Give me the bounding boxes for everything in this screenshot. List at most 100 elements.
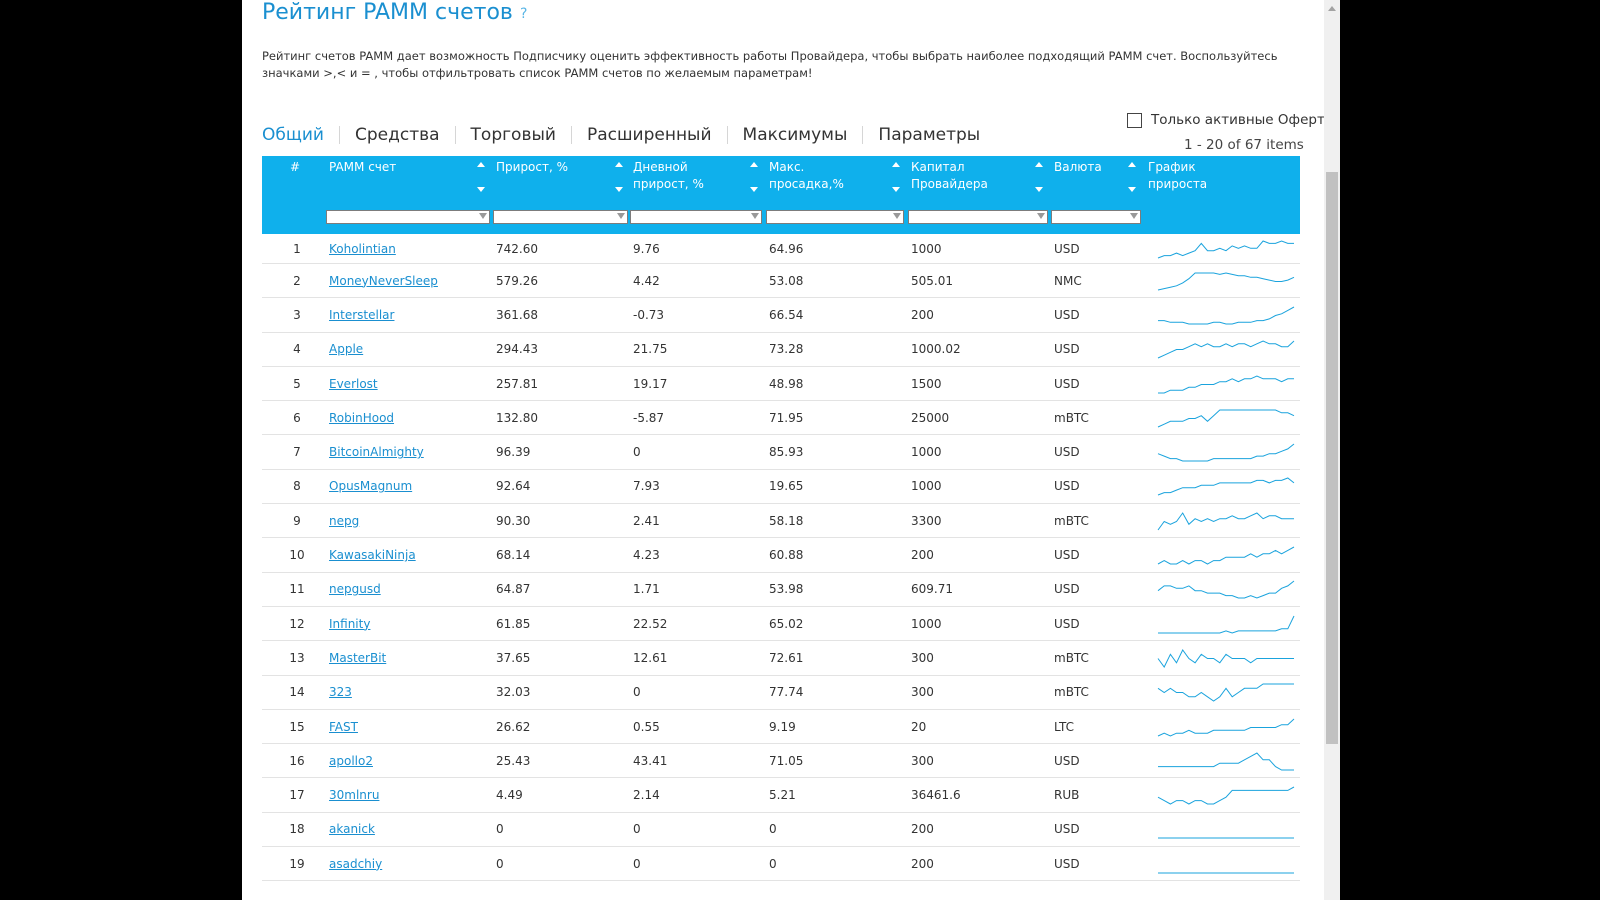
provider-capital-value: 200 (911, 856, 934, 871)
currency-value: mBTC (1054, 685, 1089, 700)
tab-extended[interactable]: Расширенный (570, 126, 727, 144)
account-link[interactable]: MasterBit (329, 650, 387, 665)
max-drawdown-value: 73.28 (769, 342, 804, 357)
account-link[interactable]: nepg (329, 513, 360, 528)
table-row: 15 FAST 26.62 0.55 9.19 20 LTC (262, 710, 1300, 745)
tab-funds[interactable]: Средства (338, 126, 455, 144)
sparkline-series (1157, 340, 1295, 359)
filter-icon[interactable] (479, 213, 487, 219)
filter-currency-input[interactable] (1051, 210, 1141, 224)
col-header-capital-label-1: Капитал (911, 160, 965, 174)
growth-sparkline (1157, 511, 1294, 531)
sort-asc-icon[interactable] (750, 162, 758, 167)
daily-growth-value: 12.61 (633, 650, 668, 665)
sort-desc-icon[interactable] (1128, 187, 1136, 192)
rating-tabs: Общий Средства Торговый Расширенный Макс… (262, 126, 995, 144)
growth-sparkline (1157, 239, 1294, 258)
max-drawdown-value: 5.21 (769, 788, 796, 803)
sort-desc-icon[interactable] (1035, 187, 1043, 192)
vertical-scrollbar[interactable] (1324, 0, 1340, 900)
col-header-growth[interactable]: Прирост, % (496, 159, 568, 176)
col-header-drawdown[interactable]: Макс. просадка,% (769, 159, 844, 193)
tab-trading[interactable]: Торговый (454, 126, 571, 144)
col-header-account[interactable]: PAMM счет (329, 159, 396, 176)
growth-value: 96.39 (496, 445, 531, 460)
account-link[interactable]: Infinity (329, 616, 371, 631)
provider-capital-value: 300 (911, 650, 934, 665)
table-row: 6 RobinHood 132.80 -5.87 71.95 25000 mBTC (262, 401, 1300, 436)
filter-drawdown-input[interactable] (766, 210, 904, 224)
active-offers-filter[interactable]: Только активные Оферты (1127, 112, 1335, 128)
sort-asc-icon[interactable] (1128, 162, 1136, 167)
sparkline-series (1157, 511, 1294, 531)
table-row: 2 MoneyNeverSleep 579.26 4.42 53.08 505.01 NMC (262, 264, 1300, 299)
currency-value: USD (1054, 479, 1080, 494)
help-icon[interactable]: ? (520, 6, 528, 22)
account-link[interactable]: MoneyNeverSleep (329, 273, 438, 288)
col-header-capital[interactable]: Капитал Провайдера (911, 159, 988, 193)
filter-icon[interactable] (1037, 213, 1045, 219)
account-link[interactable]: BitcoinAlmighty (329, 445, 424, 460)
currency-value: USD (1054, 548, 1080, 563)
max-drawdown-value: 58.18 (769, 513, 804, 528)
tab-maximums[interactable]: Максимумы (726, 126, 863, 144)
col-header-currency[interactable]: Валюта (1054, 159, 1102, 176)
provider-capital-value: 1000.02 (911, 342, 961, 357)
sort-desc-icon[interactable] (477, 187, 485, 192)
max-drawdown-value: 77.74 (769, 685, 804, 700)
account-link[interactable]: asadchiy (329, 856, 383, 871)
sparkline-series (1157, 683, 1294, 702)
account-link[interactable]: FAST (329, 719, 358, 734)
growth-sparkline (1157, 683, 1294, 702)
account-link[interactable]: nepgusd (329, 582, 381, 597)
scrollbar-thumb[interactable] (1326, 172, 1338, 744)
sort-asc-icon[interactable] (477, 162, 485, 167)
provider-capital-value: 1000 (911, 241, 942, 256)
grid-header: # PAMM счет Прирост, % Дневной прирост, %… (262, 156, 1300, 234)
provider-capital-value: 200 (911, 307, 934, 322)
sort-desc-icon[interactable] (892, 187, 900, 192)
tab-general[interactable]: Общий (262, 125, 324, 145)
account-link[interactable]: RobinHood (329, 410, 395, 425)
row-number: 7 (293, 445, 301, 460)
filter-capital-input[interactable] (908, 210, 1048, 224)
sort-asc-icon[interactable] (615, 162, 623, 167)
account-link[interactable]: 30mlnru (329, 788, 380, 803)
filter-growth-input[interactable] (493, 210, 628, 224)
row-number: 8 (293, 479, 301, 494)
daily-growth-value: 43.41 (633, 753, 668, 768)
currency-value: USD (1054, 342, 1080, 357)
table-row: 18 akanick 0 0 0 200 USD (262, 813, 1300, 848)
table-row: 11 nepgusd 64.87 1.71 53.98 609.71 USD (262, 573, 1300, 607)
filter-account-input[interactable] (326, 210, 490, 224)
table-row: 3 Interstellar 361.68 -0.73 66.54 200 USD (262, 298, 1300, 333)
filter-icon[interactable] (617, 213, 625, 219)
filter-icon[interactable] (751, 213, 759, 219)
growth-value: 0 (496, 822, 504, 837)
sparkline-series (1157, 648, 1294, 668)
col-header-daily[interactable]: Дневной прирост, % (633, 159, 704, 193)
daily-growth-value: 22.52 (633, 616, 668, 631)
active-offers-checkbox[interactable] (1127, 112, 1142, 128)
col-header-drawdown-label-1: Макс. (769, 160, 805, 174)
account-link[interactable]: akanick (329, 822, 375, 837)
col-header-capital-label-2: Провайдера (911, 177, 988, 191)
sort-desc-icon[interactable] (615, 187, 623, 192)
account-link[interactable]: Interstellar (329, 307, 395, 322)
filter-icon[interactable] (1130, 213, 1138, 219)
sort-asc-icon[interactable] (892, 162, 900, 167)
filter-icon[interactable] (893, 213, 901, 219)
account-link[interactable]: Everlost (329, 376, 378, 391)
tab-parameters[interactable]: Параметры (862, 126, 995, 144)
account-link[interactable]: Apple (329, 342, 364, 357)
account-link[interactable]: OpusMagnum (329, 479, 413, 494)
sort-desc-icon[interactable] (750, 187, 758, 192)
sort-asc-icon[interactable] (1035, 162, 1043, 167)
account-link[interactable]: KawasakiNinja (329, 548, 416, 563)
scroll-up-arrow-icon[interactable] (1324, 0, 1340, 16)
account-link[interactable]: apollo2 (329, 753, 373, 768)
filter-daily-input[interactable] (630, 210, 762, 224)
account-link[interactable]: Koholintian (329, 241, 396, 256)
account-link[interactable]: 323 (329, 685, 352, 700)
sparkline-series (1157, 718, 1295, 737)
